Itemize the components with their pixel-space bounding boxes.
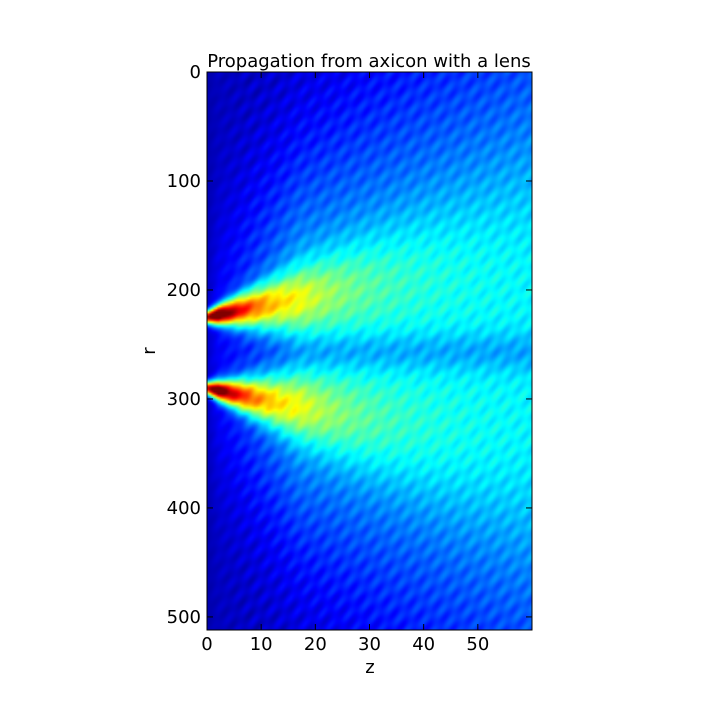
x-tick-label: 0 (201, 634, 212, 655)
y-axis-ticks: 0 100 200 300 400 500 (167, 62, 532, 628)
x-axis-label: z (365, 657, 374, 678)
y-tick-label: 200 (167, 280, 201, 301)
heatmap-image (207, 72, 532, 630)
x-tick-label: 20 (304, 634, 327, 655)
chart-title: Propagation from axicon with a lens (207, 51, 531, 72)
x-tick-label: 40 (412, 634, 435, 655)
plot-area (206, 71, 533, 631)
y-tick-label: 400 (167, 498, 201, 519)
x-tick-label: 30 (358, 634, 381, 655)
y-tick-label: 500 (167, 607, 201, 628)
x-tick-label: 50 (466, 634, 489, 655)
y-tick-label: 0 (190, 62, 201, 83)
x-tick-label: 10 (250, 634, 273, 655)
y-axis-label: r (139, 347, 160, 355)
y-tick-label: 300 (167, 389, 201, 410)
x-axis-ticks: 0 10 20 30 40 50 (201, 72, 489, 655)
y-tick-label: 100 (167, 171, 201, 192)
